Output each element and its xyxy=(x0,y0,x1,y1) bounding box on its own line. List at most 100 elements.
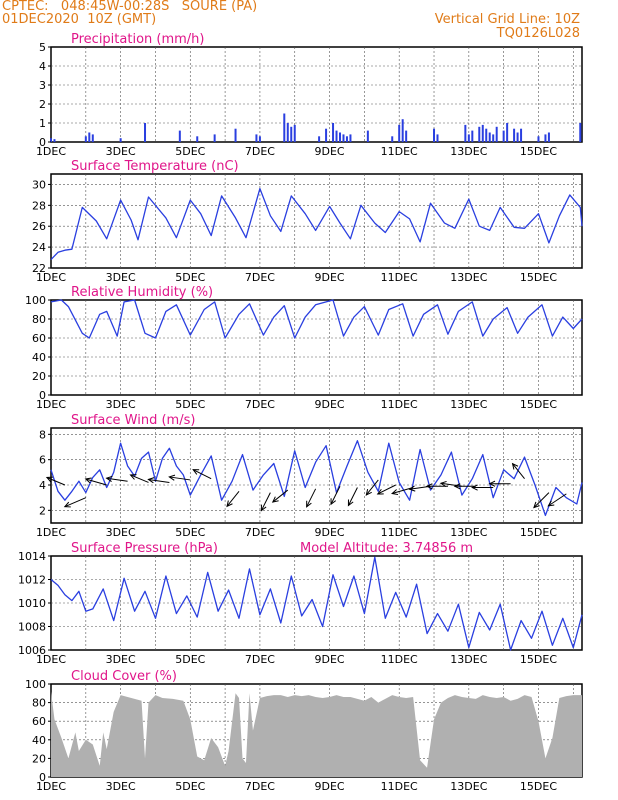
y-tick-label: 1006 xyxy=(18,644,46,657)
y-tick-label: 3 xyxy=(39,79,46,92)
wind-arrow xyxy=(330,486,341,505)
x-tick-label: 9DEC xyxy=(315,653,345,666)
x-tick-label: 3DEC xyxy=(106,526,136,539)
precip-bar xyxy=(339,132,342,142)
precip-bar xyxy=(433,128,436,142)
wind-arrow-head xyxy=(84,477,92,484)
x-tick-label: 15DEC xyxy=(520,145,557,158)
x-tick-label: 5DEC xyxy=(175,145,205,158)
wind-arrow xyxy=(512,463,525,479)
x-tick-label: 1DEC xyxy=(36,271,66,284)
x-tick-label: 15DEC xyxy=(520,526,557,539)
wind-arrow-head xyxy=(425,483,433,490)
wind-arrow-head xyxy=(408,485,416,492)
series-line xyxy=(50,556,583,651)
series-line xyxy=(50,187,583,261)
wind-arrow-head xyxy=(45,476,53,483)
precip-bar xyxy=(53,139,56,142)
series-line xyxy=(50,299,583,339)
series-line xyxy=(50,440,583,517)
wind-arrow xyxy=(391,487,414,495)
precip-bar xyxy=(234,128,237,142)
y-tick-label: 2 xyxy=(39,98,46,111)
x-tick-label: 5DEC xyxy=(175,526,205,539)
precip-bar xyxy=(492,134,495,142)
wind-arrow-head xyxy=(330,498,337,506)
y-tick-label: 40 xyxy=(32,351,46,364)
cloud-cover-area xyxy=(51,691,582,777)
y-tick-label: 1014 xyxy=(18,550,46,563)
wind-arrow xyxy=(548,493,567,507)
wind-arrow xyxy=(130,474,149,483)
y-tick-label: 6 xyxy=(39,454,46,467)
y-tick-label: 80 xyxy=(32,697,46,710)
header-grid-note: Vertical Grid Line: 10Z xyxy=(434,12,580,27)
x-tick-label: 9DEC xyxy=(315,398,345,411)
y-tick-label: 4 xyxy=(39,479,46,492)
panel-subtitle: Model Altitude: 3.74856 m xyxy=(300,541,473,556)
x-tick-label: 5DEC xyxy=(175,780,205,793)
x-tick-label: 11DEC xyxy=(381,145,418,158)
x-tick-label: 13DEC xyxy=(450,398,487,411)
precip-bar xyxy=(332,123,335,142)
precip-bar xyxy=(579,123,582,142)
precip-bar xyxy=(467,134,470,142)
precip-bar xyxy=(345,136,348,142)
wind-arrow-head xyxy=(260,504,267,512)
wind-arrow-head xyxy=(547,500,555,507)
wind-arrow-head xyxy=(347,499,354,507)
panel-frame xyxy=(50,173,583,269)
wind-arrow-head xyxy=(391,489,399,496)
wind-arrow-head xyxy=(453,483,461,490)
x-tick-label: 7DEC xyxy=(245,271,275,284)
x-tick-label: 3DEC xyxy=(106,145,136,158)
precip-bar xyxy=(513,128,516,142)
wind-arrow-head xyxy=(439,480,447,488)
precip-bar xyxy=(119,138,122,142)
precip-bar xyxy=(481,124,484,142)
x-tick-label: 7DEC xyxy=(245,145,275,158)
precip-bar xyxy=(318,136,321,142)
precip-bar xyxy=(213,134,216,142)
precip-bar xyxy=(478,126,481,142)
precip-bar xyxy=(537,136,540,142)
wind-arrow xyxy=(347,487,358,506)
wind-arrow xyxy=(64,497,87,508)
x-tick-label: 13DEC xyxy=(450,526,487,539)
precip-bar xyxy=(255,134,258,142)
x-tick-label: 13DEC xyxy=(450,271,487,284)
x-tick-label: 15DEC xyxy=(520,271,557,284)
y-tick-label: 40 xyxy=(32,734,46,747)
y-tick-label: 20 xyxy=(32,370,46,383)
wind-arrow xyxy=(260,492,271,511)
y-tick-label: 30 xyxy=(32,178,46,191)
x-tick-label: 15DEC xyxy=(520,780,557,793)
y-tick-label: 80 xyxy=(32,313,46,326)
precip-bar xyxy=(286,123,289,142)
x-tick-label: 1DEC xyxy=(36,526,66,539)
wind-arrow-head xyxy=(471,484,478,491)
wind-arrow-head xyxy=(306,500,312,508)
y-tick-label: 0 xyxy=(39,771,46,784)
x-tick-label: 7DEC xyxy=(245,653,275,666)
precip-bar xyxy=(436,134,439,142)
precip-bar xyxy=(495,126,498,142)
x-tick-label: 13DEC xyxy=(450,780,487,793)
x-tick-label: 5DEC xyxy=(175,271,205,284)
y-tick-label: 22 xyxy=(32,262,46,275)
x-tick-label: 3DEC xyxy=(106,780,136,793)
precip-bar xyxy=(516,132,519,142)
wind-arrow-head xyxy=(226,500,233,508)
precip-bar xyxy=(342,134,345,142)
wind-arrow xyxy=(106,477,128,482)
precip-bar xyxy=(502,130,505,142)
precip-bar xyxy=(544,134,547,142)
precip-bar xyxy=(405,130,408,142)
x-tick-label: 13DEC xyxy=(450,653,487,666)
wind-arrow-head xyxy=(192,469,200,475)
x-tick-label: 7DEC xyxy=(245,398,275,411)
panel-title: Surface Wind (m/s) xyxy=(71,413,195,428)
precip-bar xyxy=(325,128,328,142)
wind-arrow xyxy=(377,484,396,495)
